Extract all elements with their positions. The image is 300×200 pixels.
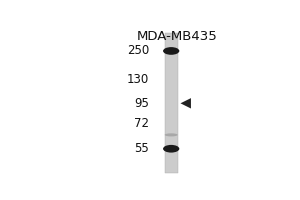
Ellipse shape (165, 133, 178, 136)
Text: MDA-MB435: MDA-MB435 (136, 30, 218, 43)
Text: 95: 95 (134, 97, 149, 110)
Text: 55: 55 (134, 142, 149, 155)
Text: 72: 72 (134, 117, 149, 130)
Text: 130: 130 (127, 73, 149, 86)
Polygon shape (181, 98, 191, 109)
Text: 250: 250 (127, 44, 149, 57)
Ellipse shape (163, 145, 179, 153)
Ellipse shape (163, 47, 179, 55)
Bar (165, 33, 178, 173)
